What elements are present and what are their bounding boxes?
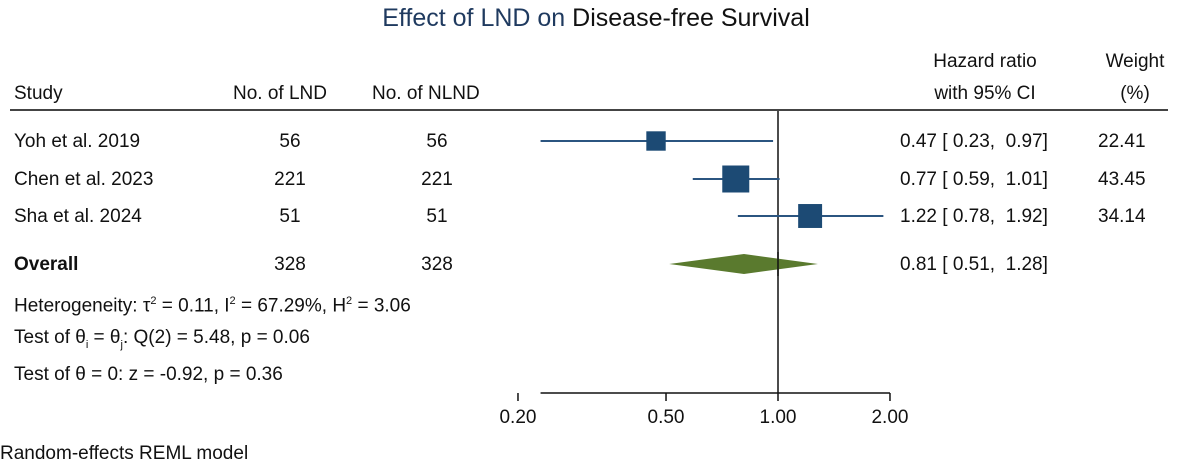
study-weight: 22.41 xyxy=(1098,131,1146,152)
study-hr-ci: 1.22 [ 0.78, 1.92] xyxy=(900,206,1048,227)
heterogeneity-h2: = 3.06 xyxy=(352,295,411,317)
study-name: Yoh et al. 2019 xyxy=(14,131,141,152)
x-tick-label: 1.00 xyxy=(760,407,797,428)
test-zero-effect: Test of θ = 0: z = -0.92, p = 0.36 xyxy=(14,364,283,385)
chart-title-accent: Effect of LND on xyxy=(382,4,566,32)
header-hr-line2: with 95% CI xyxy=(934,83,1036,104)
header-lnd: No. of LND xyxy=(233,83,327,104)
study-weight: 43.45 xyxy=(1098,169,1146,190)
test-equal-suffix: : Q(2) = 5.48, p = 0.06 xyxy=(122,327,310,348)
overall-label: Overall xyxy=(14,254,79,275)
study-nlnd: 51 xyxy=(426,206,448,227)
chart-title: Effect of LND on Disease-free Survival xyxy=(0,4,1192,33)
x-tick-label: 0.50 xyxy=(648,407,685,428)
study-hr-ci: 0.77 [ 0.59, 1.01] xyxy=(900,169,1048,190)
study-weight: 34.14 xyxy=(1098,206,1146,227)
footnote: Random-effects REML model xyxy=(0,443,249,464)
chart-title-rest: Disease-free Survival xyxy=(572,4,810,32)
x-tick-label: 2.00 xyxy=(871,407,908,428)
header-weight-line1: Weight xyxy=(1105,51,1165,72)
heterogeneity-tau2: = 0.11, I xyxy=(156,295,230,317)
test-equal-prefix: Test of θ xyxy=(14,327,86,348)
overall-diamond xyxy=(669,254,818,274)
study-nlnd: 221 xyxy=(421,169,453,190)
x-tick-label: 0.20 xyxy=(499,407,536,428)
study-marker xyxy=(646,131,666,151)
test-equal-sub-i: i xyxy=(85,338,89,351)
header-weight-line2: (%) xyxy=(1120,83,1150,104)
test-equal-effects: Test of θi = θj: Q(2) = 5.48, p = 0.06 xyxy=(14,326,310,357)
header-study: Study xyxy=(14,83,63,104)
study-lnd: 56 xyxy=(279,131,301,152)
study-lnd: 51 xyxy=(279,206,301,227)
overall-lnd: 328 xyxy=(274,254,306,275)
overall-hr-ci: 0.81 [ 0.51, 1.28] xyxy=(900,254,1048,275)
study-name: Chen et al. 2023 xyxy=(14,169,154,190)
test-equal-mid: = θ xyxy=(88,327,121,348)
test-equal-sub-j: j xyxy=(120,338,123,351)
header-divider xyxy=(10,109,1168,111)
study-marker xyxy=(798,204,823,228)
heterogeneity-i2: = 67.29%, H xyxy=(235,295,347,317)
study-marker xyxy=(722,165,750,193)
study-nlnd: 56 xyxy=(426,131,448,152)
heterogeneity-stats: Heterogeneity: τ2 = 0.11, I2 = 67.29%, H… xyxy=(14,295,411,317)
heterogeneity-prefix: Heterogeneity: τ xyxy=(14,295,151,317)
study-lnd: 221 xyxy=(274,169,306,190)
overall-nlnd: 328 xyxy=(421,254,453,275)
header-hr-line1: Hazard ratio xyxy=(933,51,1037,72)
study-name: Sha et al. 2024 xyxy=(14,206,142,227)
header-nlnd: No. of NLND xyxy=(372,83,480,104)
study-hr-ci: 0.47 [ 0.23, 0.97] xyxy=(900,131,1048,152)
